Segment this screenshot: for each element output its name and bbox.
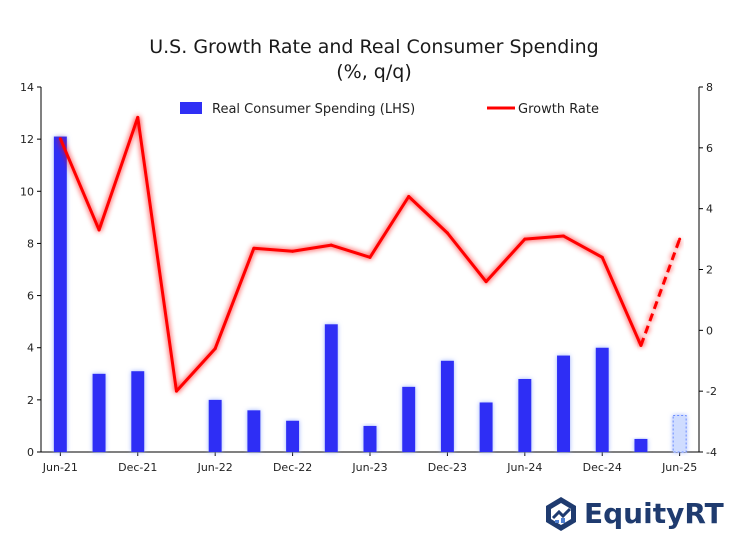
growth-rate-line-estimate xyxy=(639,238,682,347)
legend-label-consumer-spending: Real Consumer Spending (LHS) xyxy=(212,102,415,117)
bar xyxy=(402,386,416,452)
line-point xyxy=(678,237,682,241)
y-left-tick-label: 12 xyxy=(20,133,34,146)
y-right-tick-label: 2 xyxy=(706,264,713,277)
line-point xyxy=(58,137,62,141)
legend-swatch-bar xyxy=(180,102,202,114)
bar xyxy=(634,438,648,452)
line-point xyxy=(291,249,295,253)
bar xyxy=(557,355,571,452)
legend: Real Consumer Spending (LHS) Growth Rate xyxy=(180,102,599,117)
bar xyxy=(247,410,261,452)
line-point xyxy=(600,255,604,259)
line-point xyxy=(445,231,449,235)
y-right-tick-label: 8 xyxy=(706,81,713,94)
y-left-tick-label: 4 xyxy=(27,342,34,355)
legend-label-growth-rate: Growth Rate xyxy=(518,102,599,117)
bar xyxy=(131,371,145,452)
bar xyxy=(479,402,493,452)
bar xyxy=(595,347,609,452)
axes: 0 2 4 6 8 10 12 14 -4 -2 0 2 4 6 8 Jun-21 Dec-21 Jun-22 De… xyxy=(20,81,717,474)
bar-series xyxy=(53,136,687,453)
y-left-tick-label: 8 xyxy=(27,237,34,250)
line-series xyxy=(58,115,682,393)
y-right-tick-label: -2 xyxy=(706,385,717,398)
bar xyxy=(518,379,532,452)
line-point xyxy=(213,347,217,351)
line-point xyxy=(97,228,101,232)
line-point xyxy=(252,246,256,250)
y-left-tick-label: 14 xyxy=(20,81,34,94)
bar xyxy=(286,420,300,452)
equityrt-logo-text: EquityRT xyxy=(584,497,724,530)
bar xyxy=(324,324,338,452)
line-point xyxy=(174,389,178,393)
line-point xyxy=(368,255,372,259)
line-point xyxy=(407,195,411,198)
y-left-tick-label: 2 xyxy=(27,394,34,407)
chart-subtitle: (%, q/q) xyxy=(336,61,412,83)
bar xyxy=(363,425,377,452)
bar xyxy=(53,136,67,453)
x-tick-label: Dec-24 xyxy=(583,461,622,474)
y-right-tick-label: -4 xyxy=(706,446,717,459)
x-tick-label: Jun-25 xyxy=(661,461,697,474)
bar xyxy=(92,373,106,452)
x-tick-label: Jun-23 xyxy=(351,461,387,474)
equityrt-logo: EquityRT xyxy=(543,494,743,534)
bar xyxy=(672,415,687,453)
y-right-tick-label: 6 xyxy=(706,142,713,155)
bar xyxy=(208,399,222,452)
line-point xyxy=(329,243,333,247)
line-point xyxy=(523,237,527,241)
x-tick-label: Dec-23 xyxy=(428,461,467,474)
y-left-tick-label: 6 xyxy=(27,290,34,303)
y-left-tick-label: 0 xyxy=(27,446,34,459)
line-point xyxy=(562,234,566,238)
y-left-tick-label: 10 xyxy=(20,185,34,198)
y-right-tick-label: 4 xyxy=(706,203,713,216)
bar xyxy=(440,360,454,452)
y-right-tick-label: 0 xyxy=(706,324,713,337)
x-tick-label: Jun-22 xyxy=(197,461,233,474)
x-tick-label: Jun-24 xyxy=(506,461,542,474)
growth-rate-line xyxy=(58,115,643,393)
line-point xyxy=(136,115,140,119)
line-point xyxy=(639,344,643,348)
x-tick-label: Dec-21 xyxy=(118,461,157,474)
x-tick-label: Jun-21 xyxy=(42,461,78,474)
equityrt-logo-icon xyxy=(546,497,576,531)
chart-title: U.S. Growth Rate and Real Consumer Spend… xyxy=(149,36,599,58)
x-tick-label: Dec-22 xyxy=(273,461,312,474)
line-point xyxy=(484,280,488,284)
